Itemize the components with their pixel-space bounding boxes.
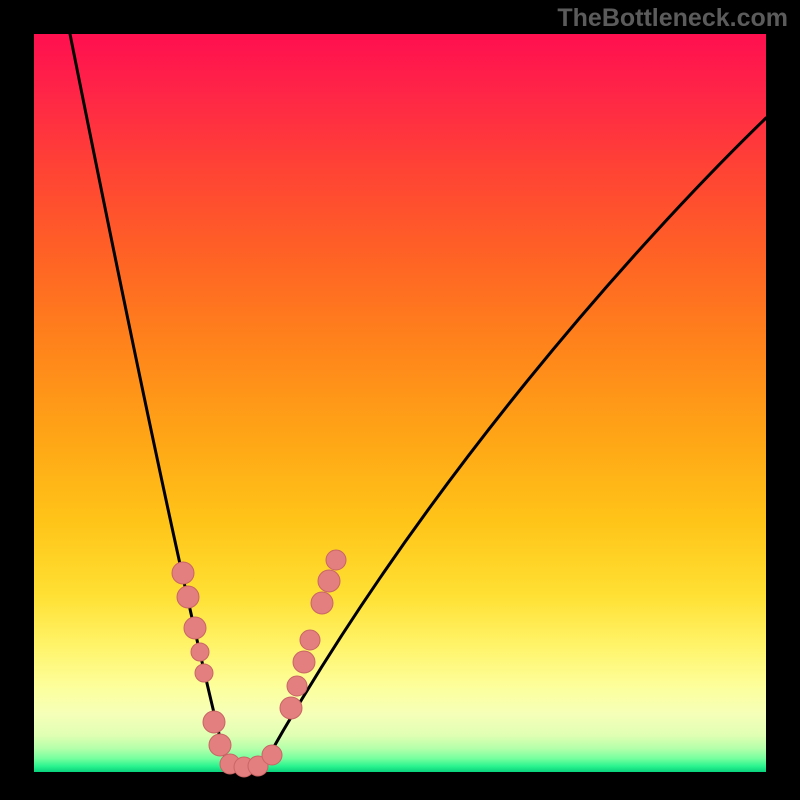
curve-marker <box>191 643 209 661</box>
curve-marker <box>172 562 194 584</box>
curve-marker <box>318 570 340 592</box>
watermark-text: TheBottleneck.com <box>557 4 788 33</box>
curve-marker <box>195 664 213 682</box>
curve-marker <box>209 734 231 756</box>
chart-svg <box>0 0 800 800</box>
curve-marker <box>203 711 225 733</box>
curve-marker <box>280 697 302 719</box>
curve-marker <box>311 592 333 614</box>
curve-marker <box>326 550 346 570</box>
curve-marker <box>293 651 315 673</box>
bottleneck-chart-figure: TheBottleneck.com <box>0 0 800 800</box>
curve-marker <box>287 676 307 696</box>
curve-marker <box>300 630 320 650</box>
curve-marker <box>177 586 199 608</box>
curve-marker <box>262 745 282 765</box>
curve-marker <box>184 617 206 639</box>
plot-gradient-background <box>34 34 766 772</box>
